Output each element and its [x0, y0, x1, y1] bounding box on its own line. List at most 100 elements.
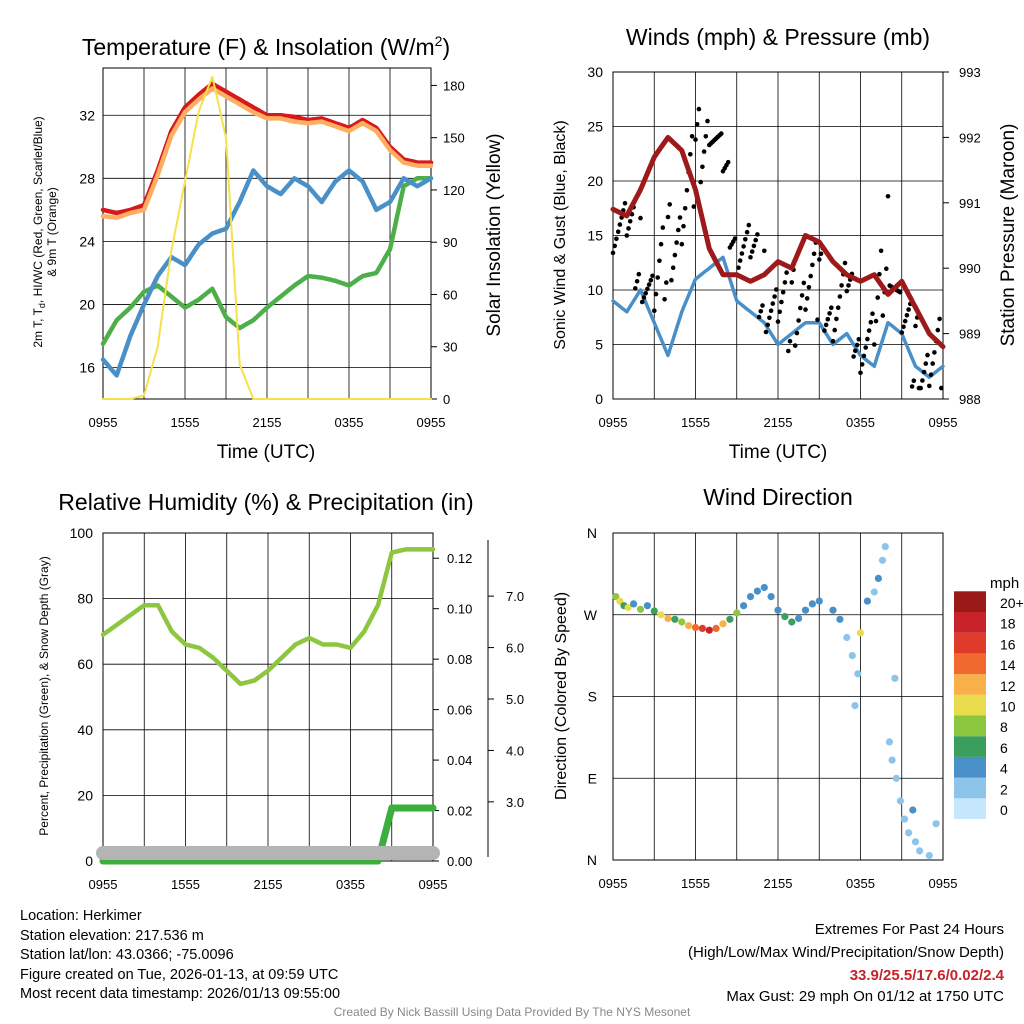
rh-panel: Relative Humidity (%) & Precipitation (i…	[37, 489, 524, 892]
rh-y3tick-label: 7.0	[506, 589, 524, 604]
wind-gust-dot	[612, 243, 617, 249]
temp-ytick-label: 24	[79, 233, 95, 249]
wind-gust-dot	[796, 318, 801, 323]
wdir-point	[781, 613, 789, 621]
wind-gust-dot	[638, 215, 643, 221]
wind-gust-dot	[854, 342, 860, 348]
wind-gust-dot	[664, 280, 669, 285]
wind-gust-dot	[875, 295, 880, 300]
wind-gust-dot	[858, 370, 863, 376]
wind-gust-dot	[657, 258, 662, 264]
temp-series-wc	[100, 168, 434, 378]
wind-gust-dot	[756, 314, 762, 320]
wind-gust-dot	[646, 282, 652, 287]
temp-plot-area: 16 20 24 28 32 0 30 60 90 120 150 180 0955 1555 2155 03…	[79, 67, 465, 430]
wind-gust-dot	[691, 204, 697, 209]
legend-label: 6	[1000, 740, 1008, 756]
rh-y3tick-label: 4.0	[506, 743, 524, 758]
wind-gust-dot	[768, 308, 774, 314]
wdir-point	[851, 702, 859, 710]
wind-gust-dot	[650, 273, 655, 279]
info-latlon: Station lat/lon: 43.0366; -75.0096	[20, 947, 234, 963]
wind-gust-dot	[832, 327, 837, 333]
wind-gust-dot	[689, 134, 695, 139]
wdir-point	[815, 597, 823, 605]
wind-gust-dot	[873, 318, 879, 324]
wind-gust-dot	[670, 265, 676, 271]
wind-gust-dot	[930, 361, 935, 366]
temp-xtick-label: 1555	[171, 415, 200, 430]
wind-gust-dot	[937, 316, 942, 322]
rh-xtick-label: 0955	[89, 877, 118, 892]
wind-gust-dot	[939, 385, 944, 391]
wind-gust-dot	[676, 227, 681, 233]
wdir-point	[760, 583, 768, 592]
wind-y2label: Station Pressure (Maroon)	[998, 124, 1019, 347]
temp-y2tick-label: 90	[443, 235, 457, 250]
wind-gust-dot	[927, 383, 932, 389]
wdir-point	[753, 587, 762, 595]
wind-gust-dot	[856, 337, 862, 342]
wdir-point	[795, 614, 803, 623]
wdir-point	[664, 614, 672, 623]
temp-ytick-label: 20	[79, 296, 95, 312]
wind-gust-dot	[837, 294, 843, 299]
wind-gust-dot	[667, 202, 672, 207]
wdir-point	[685, 622, 693, 630]
wdir-point	[885, 738, 894, 746]
wind-gust-dot	[748, 254, 753, 260]
wind-ylabel: Sonic Wind & Gust (Blue, Black)	[552, 120, 569, 349]
wdir-point	[624, 603, 632, 612]
wind-gust-dot	[684, 188, 690, 193]
wind-gust-dot	[918, 385, 923, 391]
wind-gust-dot	[884, 266, 889, 272]
wind-gust-dot	[899, 330, 905, 335]
wdir-point	[801, 606, 810, 614]
wind-gust-dot	[794, 330, 800, 336]
temp-ylabel-1: 2m T, Td, HI/WC (Red, Green, Scarlet/Blu…	[31, 116, 47, 347]
wdir-point	[691, 623, 700, 632]
wind-gust-dot	[648, 277, 654, 283]
legend-label: 18	[1000, 616, 1016, 632]
credit-line: Created By Nick Bassill Using Data Provi…	[333, 1005, 691, 1019]
temp-ytick-label: 28	[79, 170, 95, 186]
rh-plot-area: 0 20 40 60 80 100 0.00 0.02 0.04 0.06 0.08 0.10 0.12…	[70, 525, 524, 892]
wind-gust-dot	[902, 318, 908, 324]
wind-gust-dot	[861, 353, 867, 359]
wind-gust-dot	[799, 293, 805, 298]
temp-ytick-label: 32	[79, 107, 95, 123]
wind-gust-dot	[866, 328, 872, 333]
wdir-point	[881, 543, 889, 551]
legend-label: 8	[1000, 719, 1008, 735]
wind-gust-dot	[872, 342, 877, 347]
wind-gust-dot	[817, 257, 822, 262]
rh-y3tick-label: 3.0	[506, 795, 524, 810]
temp-xlabel: Time (UTC)	[217, 442, 316, 463]
extremes-gust: Max Gust: 29 mph On 01/12 at 1750 UTC	[726, 988, 1004, 1005]
wdir-point	[712, 624, 720, 633]
extremes-heading: Extremes For Past 24 Hours	[814, 921, 1004, 938]
temp-ylabel-2: & 9m T (Orange)	[45, 187, 59, 277]
wind-gust-dot	[624, 233, 630, 238]
wind-gust-dot	[627, 219, 633, 224]
legend-label: 14	[1000, 657, 1016, 673]
rh-ylabel: Percent, Precipitation (Green), & Snow D…	[37, 556, 51, 835]
wind-gust-dot	[822, 328, 827, 333]
wdir-point	[774, 606, 782, 614]
wind-gust-dot	[897, 289, 903, 295]
wind-gust-dot	[614, 236, 619, 242]
wdir-point	[870, 588, 878, 596]
rh-y2tick-label: 0.10	[447, 602, 472, 617]
legend-label: 0	[1000, 802, 1008, 818]
rh-series-rh	[100, 547, 436, 687]
wind-gust-dot	[904, 313, 910, 318]
wind-gust-dot	[782, 280, 788, 285]
wind-xtick-label: 0355	[846, 415, 875, 430]
rh-xtick-label: 0955	[419, 877, 448, 892]
wind-gust-dot	[677, 215, 683, 220]
wdir-legend: 0 2 4 6 8 10 12 14 16 18 20+	[954, 591, 1024, 819]
wind-gust-dot	[672, 252, 678, 258]
rh-y2tick-label: 0.02	[447, 804, 472, 819]
wind-gust-dot	[693, 137, 698, 142]
